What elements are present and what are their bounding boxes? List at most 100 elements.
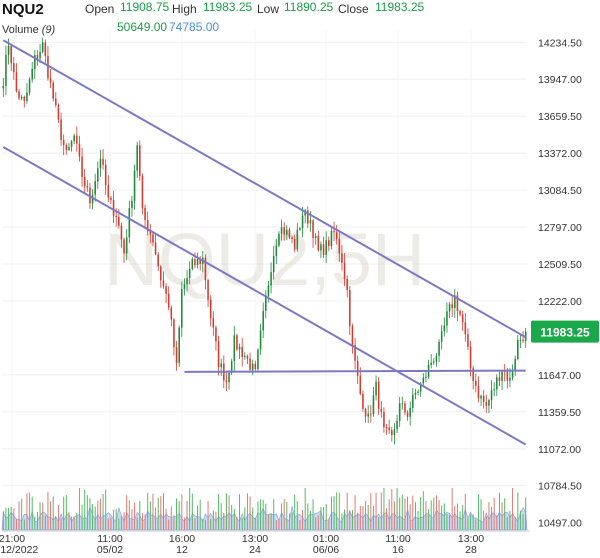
- candle-body: [115, 215, 117, 218]
- candle-body: [314, 235, 317, 238]
- x-tick-time: 13:00: [458, 533, 484, 545]
- high-value: 11983.25: [203, 0, 253, 14]
- x-tick-time: 11:00: [97, 533, 123, 545]
- candle-body: [396, 420, 398, 430]
- low-label: Low: [257, 2, 280, 16]
- candle-body: [160, 266, 162, 281]
- candle-body: [522, 339, 524, 342]
- candle-body: [249, 358, 251, 370]
- candle-body: [448, 304, 451, 312]
- candle-body: [39, 51, 41, 59]
- candle-body: [338, 239, 341, 254]
- candle-body: [167, 293, 170, 308]
- candle-body: [209, 299, 212, 319]
- candle-body: [283, 227, 285, 235]
- candle-body: [68, 146, 70, 150]
- candle-body: [62, 139, 65, 146]
- candle-body: [257, 349, 259, 370]
- candle-body: [498, 377, 501, 382]
- volume-value-2: 74785.00: [169, 20, 220, 34]
- candle-body: [212, 318, 215, 328]
- candle-body: [230, 361, 233, 373]
- open-value: 11908.75: [120, 0, 170, 14]
- candle-body: [272, 255, 275, 273]
- candle-body: [154, 242, 157, 255]
- y-tick-label: 12509.50: [538, 259, 582, 271]
- candle-body: [472, 368, 474, 382]
- candle-body: [388, 427, 390, 431]
- y-tick-label: 14234.50: [538, 37, 582, 49]
- x-tick-date: 28: [465, 544, 477, 556]
- candle-body: [362, 393, 364, 409]
- volume-area: [1, 505, 528, 531]
- candle-body: [57, 105, 60, 120]
- candle-body: [461, 314, 464, 323]
- candle-body: [433, 361, 435, 363]
- low-value: 11890.25: [284, 0, 334, 14]
- candle-body: [110, 197, 112, 200]
- candle-body: [149, 231, 152, 235]
- candle-body: [380, 408, 383, 412]
- candle-body: [97, 168, 99, 182]
- candle-body: [341, 253, 343, 263]
- candle-body: [496, 377, 498, 390]
- candle-body: [83, 177, 86, 187]
- candle-body: [47, 55, 49, 79]
- candle-body: [175, 347, 178, 363]
- y-tick-label: 12222.00: [538, 296, 582, 308]
- candle-body: [275, 245, 278, 256]
- y-tick-label: 10497.00: [538, 518, 582, 530]
- candle-body: [217, 341, 220, 368]
- candle-body: [7, 45, 10, 55]
- candle-body: [259, 330, 262, 350]
- candle-body: [349, 290, 351, 327]
- candle-body: [490, 390, 493, 401]
- volume-value-1: 50649.00: [117, 20, 168, 34]
- candle-body: [136, 145, 138, 171]
- candle-body: [173, 319, 175, 348]
- candle-body: [404, 403, 406, 413]
- volume-average-area: [1, 505, 528, 531]
- candle-body: [144, 207, 146, 221]
- candle-body: [246, 355, 249, 359]
- candle-body: [49, 78, 52, 83]
- candle-body: [456, 295, 459, 312]
- x-tick-date: 05/02: [97, 544, 123, 556]
- candle-body: [123, 239, 125, 254]
- candle-body: [443, 325, 446, 332]
- candle-body: [296, 229, 299, 250]
- candle-body: [194, 259, 196, 266]
- candle-body: [254, 363, 257, 370]
- candle-body: [186, 278, 188, 285]
- candle-body: [125, 237, 128, 254]
- y-tick-label: 11359.50: [538, 407, 581, 419]
- candle-body: [511, 371, 514, 378]
- volume-bars: [2, 488, 527, 530]
- candle-body: [241, 346, 243, 358]
- candle-body: [188, 268, 191, 279]
- candle-body: [309, 220, 312, 224]
- trendline: [2, 146, 527, 446]
- candle-body: [28, 79, 31, 93]
- candle-body: [76, 135, 78, 144]
- candle-body: [354, 344, 356, 361]
- candle-body: [157, 254, 159, 267]
- candle-body: [401, 403, 404, 405]
- candle-body: [102, 158, 104, 165]
- candle-body: [70, 141, 73, 147]
- candle-body: [367, 413, 369, 417]
- candle-body: [493, 389, 495, 391]
- candle-body: [422, 377, 425, 384]
- candle-body: [99, 158, 102, 169]
- candle-body: [94, 181, 96, 195]
- x-tick-date: 06/06: [313, 544, 339, 556]
- candle-body: [204, 257, 207, 281]
- last-price-tag: 11983.25: [531, 320, 599, 343]
- candle-body: [288, 229, 291, 238]
- candle-body: [278, 233, 280, 246]
- open-label: Open: [85, 2, 115, 16]
- candle-body: [65, 145, 68, 150]
- x-tick-date: 04/12/2022: [0, 544, 38, 556]
- candle-body: [207, 280, 209, 300]
